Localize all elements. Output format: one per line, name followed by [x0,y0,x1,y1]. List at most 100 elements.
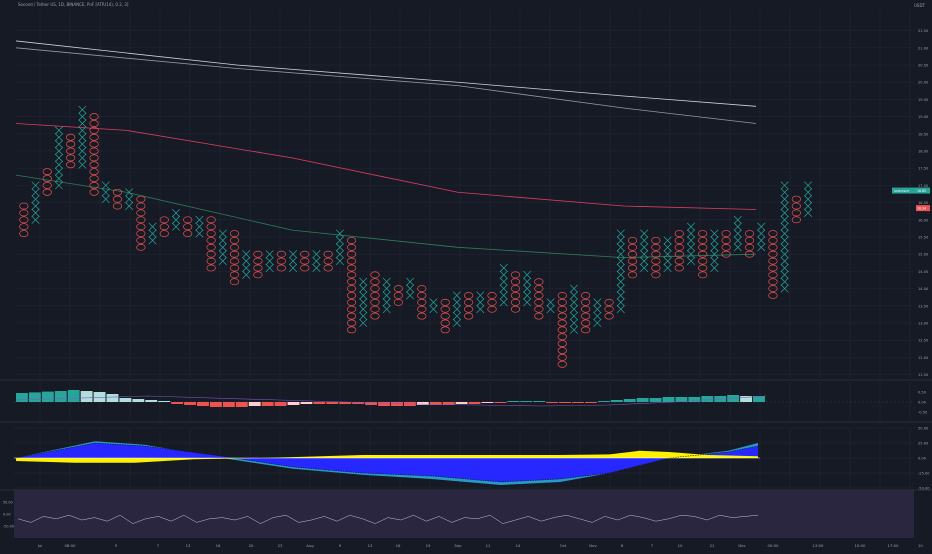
pnf-x-box [406,284,415,293]
pnf-x-box [476,298,485,307]
x-tick-label: 08:00 [65,543,77,548]
macd-histogram-bar [753,396,765,402]
pnf-o-box [370,305,380,313]
pnf-o-box [744,236,755,244]
pnf-x-box [757,222,766,231]
pnf-column [710,229,719,272]
last-price-badge-value-bg [916,187,930,194]
pnf-o-box [136,243,146,251]
x-tick-label: 16 [216,543,221,548]
ma-line-grey [15,47,757,124]
pnf-column [159,216,169,237]
pnf-o-box [19,230,29,237]
pnf-column [289,250,298,272]
x-tick-label: 7 [157,543,160,548]
pnf-x-box [31,188,40,197]
pnf-column [534,278,544,320]
pnf-o-box [744,250,755,258]
pnf-x-box [195,229,204,238]
pnf-x-box [499,298,508,307]
pnf-o-box [651,243,661,251]
pnf-x-box [593,305,602,314]
pnf-x-box [686,236,696,245]
pnf-column [323,250,333,272]
pnf-o-box [112,202,123,210]
pnf-x-box [101,195,110,204]
pnf-column [78,105,87,169]
pnf-x-box [289,257,298,266]
y-tick-label: 12.00 [918,356,929,360]
pnf-o-box [627,243,638,251]
x-tick-label: Nov [589,543,597,548]
pnf-o-box [417,305,427,313]
pnf-o-box [581,312,591,320]
pnf-x-box [265,250,274,259]
pnf-column [674,230,684,272]
pnf-o-box [721,250,731,258]
pnf-o-box [768,292,778,299]
macd-histogram-bar [494,402,507,403]
pnf-o-box [417,298,427,306]
pnf-o-box [136,195,146,203]
red-price-badge [916,205,930,212]
macd-histogram-bar [597,401,610,402]
pnf-column [791,195,801,224]
pnf-column [393,285,404,306]
pnf-o-box [698,250,708,258]
pnf-o-box [768,236,778,244]
y-tick-label: 21.50 [918,29,929,33]
pnf-x-box [101,188,110,197]
pnf-x-box [218,243,227,252]
pnf-column [487,292,497,313]
pnf-o-box [417,292,427,299]
pnf-x-box [242,257,251,266]
pnf-o-box [744,243,755,251]
pnf-x-box [523,270,532,279]
pnf-o-box [768,243,778,251]
macd-histogram-bar [429,402,442,405]
pnf-column [640,229,649,272]
rsi-tick-label: -50.00 [3,525,14,529]
pnf-o-box [604,312,614,320]
x-tick-label: Oct [560,543,567,548]
macd-histogram-bar [339,402,352,404]
pnf-o-box [651,236,661,244]
pnf-column [300,250,310,272]
macd-histogram-bar [740,396,753,402]
pnf-o-box [557,326,567,334]
pnf-x-box [616,257,625,266]
pnf-x-box [452,312,461,321]
pnf-column [253,250,263,279]
pnf-x-box [78,153,87,162]
pnf-x-box [616,243,625,252]
pnf-o-box [370,292,380,299]
pnf-o-box [253,250,263,258]
macd-histogram-bar [16,393,28,402]
macd-histogram-bar [93,392,106,402]
macd-histogram-bar [442,402,455,405]
pnf-x-box [125,195,134,204]
pnf-column [499,263,508,307]
pnf-column [31,181,40,224]
pnf-o-box [674,243,684,251]
pnf-o-box [674,236,684,244]
pnf-o-box [768,285,778,293]
pnf-x-box [195,215,204,224]
pnf-x-box [733,236,742,245]
pnf-o-box [346,285,357,293]
osc-tick-label: 0.00 [918,457,927,461]
pnf-o-box [229,264,240,272]
pnf-column [359,277,368,328]
pnf-x-box [78,133,87,142]
y-tick-label: 17.00 [918,184,929,188]
pnf-o-box [346,292,357,299]
y-tick-label: 13.00 [918,321,929,325]
macd-histogram-bar [54,391,67,402]
macd-histogram-bar [365,402,378,405]
y-tick-label: 21.00 [918,46,929,50]
x-tick-label: 13:00 [813,543,825,548]
macd-histogram-bar [287,402,300,405]
pnf-x-box [101,181,110,190]
